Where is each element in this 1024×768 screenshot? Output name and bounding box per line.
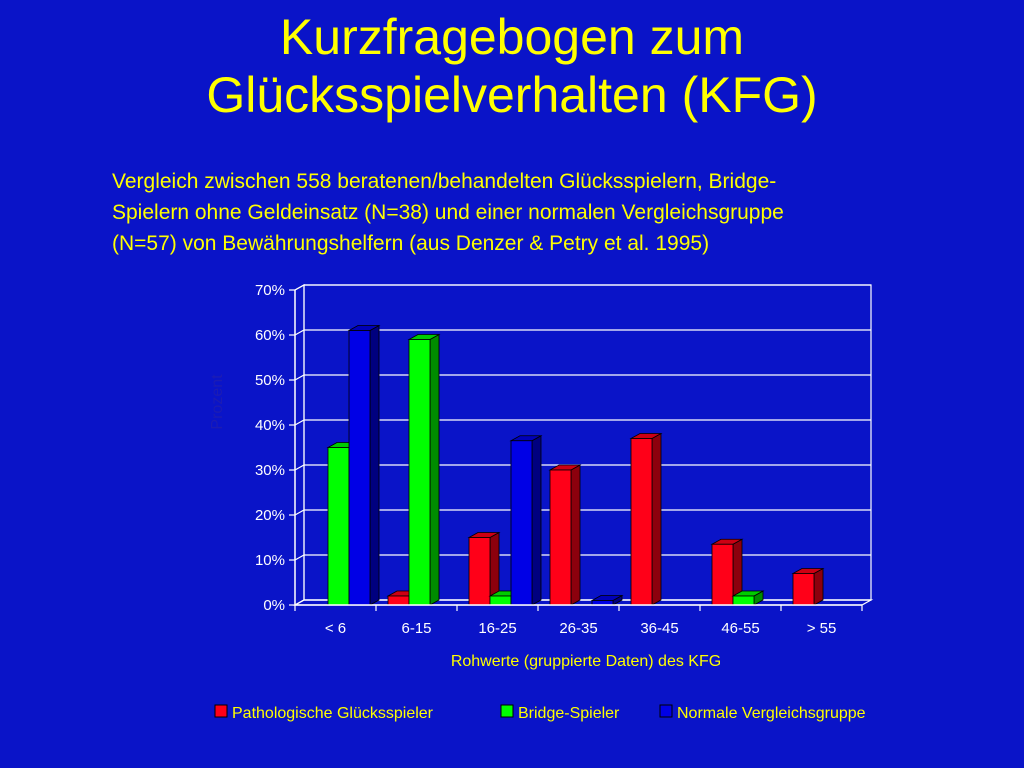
bar-front <box>327 447 350 606</box>
x-tick-label: 26-35 <box>559 620 597 637</box>
y-tick-label: 50% <box>255 372 285 389</box>
bar-side <box>429 333 440 606</box>
gridline <box>294 464 871 471</box>
y-tick-label: 10% <box>255 552 285 569</box>
y-tick-label: 70% <box>255 282 285 299</box>
bar <box>791 567 825 606</box>
subtitle-line-3: (N=57) von Bewährungshelfern (aus Denzer… <box>112 232 710 255</box>
bar-front <box>510 440 533 606</box>
bar <box>710 538 744 606</box>
bar-side <box>570 464 581 606</box>
bar-front <box>792 573 815 606</box>
slide-title-line-1: Kurzfragebogen zum <box>279 9 745 65</box>
y-tick-label: 60% <box>255 327 285 344</box>
legend-label: Bridge-Spieler <box>518 705 620 722</box>
legend-label: Normale Vergleichsgruppe <box>677 705 866 722</box>
y-tick-label: 0% <box>263 597 285 614</box>
chart-bars <box>326 324 825 606</box>
bar <box>347 324 381 606</box>
y-tick-label: 20% <box>255 507 285 524</box>
chart-back-wall <box>303 284 872 601</box>
bar <box>629 432 663 606</box>
y-axis-title: Prozent <box>209 374 226 430</box>
bar-front <box>387 595 410 606</box>
legend-swatch <box>659 704 673 718</box>
legend-item: Normale Vergleichsgruppe <box>659 704 866 722</box>
legend-swatch <box>500 704 514 718</box>
bar-front <box>348 330 371 606</box>
x-tick-label: 6-15 <box>401 620 431 637</box>
bar-side <box>369 324 380 606</box>
slide-subtitle: Vergleich zwischen 558 beratenen/behande… <box>112 166 942 259</box>
x-tick-label: 46-55 <box>721 620 759 637</box>
chart-axes: 0% 10% 20% 30% 40% 50% 60% 70% < 6 6-15 16-25 26-35… <box>255 282 863 637</box>
bar-side <box>813 567 824 606</box>
bar-side <box>531 435 542 606</box>
gridline <box>294 509 871 516</box>
bar-front <box>732 595 755 606</box>
bar-front <box>468 537 491 606</box>
y-tick-label: 30% <box>255 462 285 479</box>
bar-front <box>549 469 572 606</box>
y-tick-label: 40% <box>255 417 285 434</box>
chart-legend: Pathologische Glücksspieler Bridge-Spiele… <box>214 704 866 722</box>
legend-item: Pathologische Glücksspieler <box>214 704 434 722</box>
gridline <box>294 374 871 381</box>
x-tick-label: 16-25 <box>478 620 516 637</box>
bar <box>548 464 582 606</box>
subtitle-line-1: Vergleich zwischen 558 beratenen/behande… <box>112 170 777 193</box>
bar <box>731 590 765 606</box>
gridline <box>294 419 871 426</box>
gridline <box>294 284 871 291</box>
slide-title: Kurzfragebogen zum Glücksspielverhalten … <box>0 8 1024 124</box>
bar <box>407 333 441 606</box>
legend-label: Pathologische Glücksspieler <box>232 705 434 722</box>
x-axis-title: Rohwerte (gruppierte Daten) des KFG <box>451 653 721 670</box>
x-tick-label: > 55 <box>807 620 837 637</box>
bar <box>590 594 624 606</box>
chart-floor <box>292 599 874 606</box>
bar <box>467 531 501 606</box>
bar-side <box>651 432 662 606</box>
bar-front <box>408 339 431 606</box>
legend-swatch <box>214 704 228 718</box>
chart-grid <box>292 283 874 607</box>
legend-item: Bridge-Spieler <box>500 704 620 722</box>
x-tick-label: 36-45 <box>640 620 678 637</box>
gridline <box>294 554 871 561</box>
bar-front <box>489 595 512 606</box>
gridline <box>294 599 871 606</box>
slide-title-line-2: Glücksspielverhalten (KFG) <box>206 67 818 123</box>
bar-front <box>711 543 734 606</box>
subtitle-line-2: Spielern ohne Geldeinsatz (N=38) und ein… <box>112 201 784 224</box>
x-tick-label: < 6 <box>325 620 346 637</box>
bar-front <box>630 438 653 606</box>
bar <box>509 435 543 606</box>
gridline <box>294 329 871 336</box>
